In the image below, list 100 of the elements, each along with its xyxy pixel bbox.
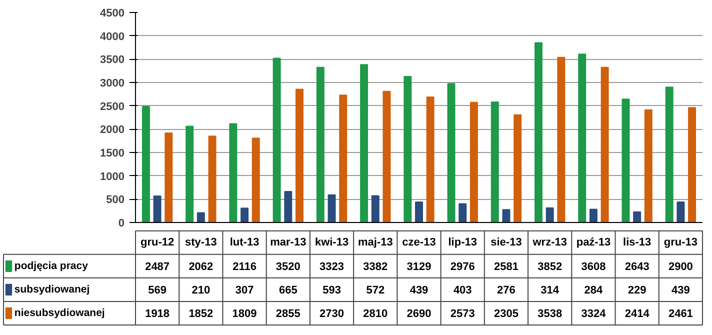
data-label: 2855 xyxy=(276,308,300,320)
bar xyxy=(371,195,380,222)
bar xyxy=(426,96,434,222)
data-label: 210 xyxy=(192,284,210,297)
data-label: 2573 xyxy=(450,308,475,320)
bar xyxy=(196,212,205,222)
data-label: 2461 xyxy=(668,308,693,320)
data-label: 1809 xyxy=(232,308,257,320)
y-tick-label: 2000 xyxy=(100,124,125,136)
legend-label: niesubsydiowanej xyxy=(14,307,105,320)
x-tick-label: mar-13 xyxy=(270,236,306,249)
data-label: 3324 xyxy=(581,308,607,320)
data-label: 3382 xyxy=(363,261,388,274)
data-label: 314 xyxy=(540,284,560,297)
data-label: 1918 xyxy=(145,308,170,320)
x-tick-label: lip-13 xyxy=(448,236,477,249)
bar xyxy=(622,98,630,222)
bar xyxy=(514,114,522,222)
bar xyxy=(339,94,348,222)
y-tick-label: 3500 xyxy=(100,54,125,66)
data-label: 3538 xyxy=(538,308,562,320)
y-tick-label: 1500 xyxy=(100,148,125,160)
bar xyxy=(328,194,336,222)
data-label: 3129 xyxy=(406,261,432,274)
x-tick-label: sie-13 xyxy=(490,236,522,249)
bar xyxy=(296,88,304,222)
bar xyxy=(665,86,674,222)
data-label: 1852 xyxy=(188,308,214,320)
data-label: 3323 xyxy=(320,261,344,274)
data-label: 439 xyxy=(410,284,428,297)
x-tick-label: sty-13 xyxy=(185,236,217,249)
data-label: 229 xyxy=(628,284,646,297)
data-label: 403 xyxy=(453,284,472,297)
data-label: 593 xyxy=(322,284,341,297)
bar xyxy=(502,209,510,222)
bar xyxy=(240,208,249,222)
bar xyxy=(360,64,368,222)
y-tick-label: 4000 xyxy=(100,30,125,43)
data-label: 2305 xyxy=(494,308,518,320)
y-tick-label: 3000 xyxy=(100,78,125,90)
data-label: 284 xyxy=(584,284,604,297)
bar xyxy=(382,90,391,222)
data-label: 2581 xyxy=(494,261,518,274)
bar xyxy=(688,107,696,222)
bar xyxy=(534,42,542,222)
data-label: 2730 xyxy=(320,308,344,320)
bar xyxy=(164,132,173,222)
data-label: 276 xyxy=(497,284,516,297)
x-tick-label: cze-13 xyxy=(402,236,436,249)
x-tick-label: gru-12 xyxy=(140,236,174,249)
y-tick-label: 1000 xyxy=(100,170,125,183)
bar xyxy=(633,211,642,222)
bar xyxy=(644,109,652,222)
x-tick-label: lut-13 xyxy=(230,236,260,249)
bar xyxy=(470,102,478,222)
data-label: 2116 xyxy=(232,261,256,274)
data-label: 572 xyxy=(366,284,385,297)
y-tick-label: 2500 xyxy=(100,100,125,113)
bar xyxy=(272,58,281,222)
x-tick-label: kwi-13 xyxy=(314,236,349,249)
y-tick-label: 4500 xyxy=(100,8,125,20)
bar xyxy=(589,208,598,222)
x-tick-label: lis-13 xyxy=(623,236,652,249)
bar xyxy=(316,66,324,222)
legend-label: podjęcia pracy xyxy=(14,260,88,272)
bar xyxy=(229,123,238,222)
y-tick-label: 500 xyxy=(106,194,125,206)
bar xyxy=(186,126,194,222)
bar xyxy=(153,195,162,222)
x-tick-label: wrz-13 xyxy=(532,236,567,249)
bar xyxy=(415,202,423,222)
y-tick-label: 0 xyxy=(118,218,125,230)
data-label: 2487 xyxy=(145,261,170,274)
data-label: 307 xyxy=(235,284,254,297)
data-label: 3520 xyxy=(276,261,300,274)
bar xyxy=(676,202,685,222)
bar xyxy=(404,76,412,222)
bar xyxy=(600,66,609,222)
bar xyxy=(447,83,456,222)
bar xyxy=(142,106,150,222)
bar xyxy=(458,203,467,222)
data-label: 3608 xyxy=(581,261,606,274)
data-label: 2414 xyxy=(624,308,650,320)
bar xyxy=(490,102,499,222)
bar xyxy=(546,207,554,222)
bar xyxy=(578,54,586,222)
data-label: 2062 xyxy=(188,261,214,274)
bar xyxy=(557,56,566,222)
data-label: 2643 xyxy=(624,261,650,274)
data-label: 569 xyxy=(148,284,166,297)
legend-label: subsydiowanej xyxy=(14,284,90,296)
data-label: 439 xyxy=(672,284,690,297)
data-label: 2690 xyxy=(406,308,432,320)
bar xyxy=(208,136,216,222)
data-label: 2810 xyxy=(363,308,388,320)
bar xyxy=(252,138,260,222)
data-label: 665 xyxy=(278,284,298,297)
data-label: 2900 xyxy=(668,261,693,274)
data-label: 2976 xyxy=(450,261,475,274)
x-tick-label: paź-13 xyxy=(576,236,611,249)
